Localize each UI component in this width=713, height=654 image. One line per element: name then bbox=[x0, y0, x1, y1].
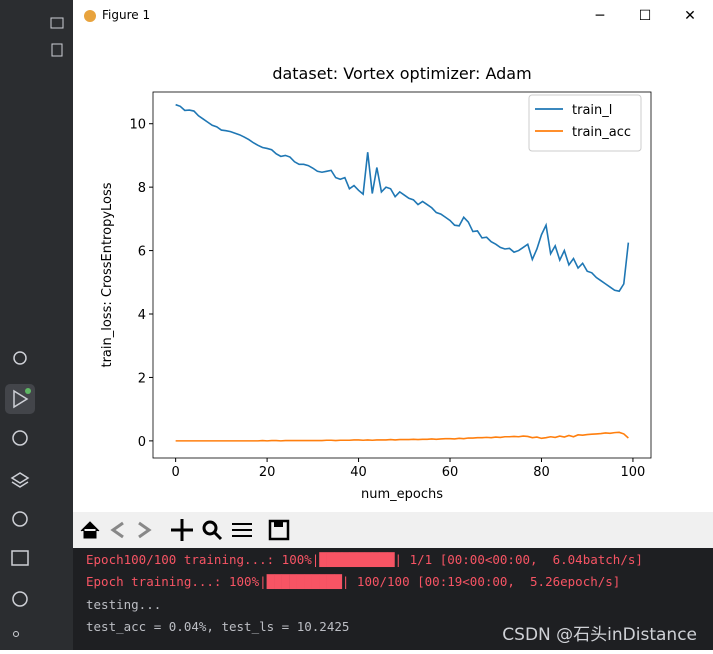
x-axis-label: num_epochs bbox=[361, 487, 443, 502]
y-tick-label: 0 bbox=[138, 435, 146, 450]
figure-toolbar bbox=[73, 512, 713, 548]
y-tick-label: 2 bbox=[138, 371, 146, 386]
problems-icon[interactable] bbox=[12, 591, 28, 607]
configure-button[interactable] bbox=[229, 517, 255, 543]
save-button[interactable] bbox=[266, 517, 292, 543]
x-tick-label: 80 bbox=[533, 465, 550, 480]
close-button[interactable]: ✕ bbox=[684, 8, 696, 24]
series-line bbox=[175, 431, 629, 442]
sidebar-icons bbox=[5, 351, 35, 637]
figure-window: Figure 1 ─ ☐ ✕ dataset: Vortex optimizer… bbox=[73, 0, 713, 548]
x-tick-label: 100 bbox=[621, 465, 646, 480]
debug-icon[interactable] bbox=[13, 351, 27, 365]
console-line: Epoch100/100 training...: 100%|█████████… bbox=[86, 552, 643, 567]
axes-frame bbox=[152, 91, 652, 459]
series-line bbox=[175, 103, 630, 293]
watermark: CSDN @石头inDistance bbox=[502, 625, 697, 645]
run-toolbar bbox=[40, 0, 73, 650]
app-icon bbox=[84, 10, 96, 22]
maximize-button[interactable]: ☐ bbox=[638, 8, 652, 24]
console: Epoch100/100 training...: 100%|█████████… bbox=[73, 548, 713, 650]
git-icon[interactable] bbox=[13, 631, 19, 637]
terminal-icon[interactable] bbox=[11, 550, 29, 566]
console-line: Epoch training...: 100%|██████████| 100/… bbox=[86, 574, 621, 589]
pan-button[interactable] bbox=[169, 517, 195, 543]
forward-button[interactable] bbox=[131, 517, 157, 543]
y-tick-label: 6 bbox=[138, 245, 146, 260]
x-tick-label: 40 bbox=[350, 465, 367, 480]
console-line: test_acc = 0.04%, test_ls = 10.2425 bbox=[86, 619, 350, 634]
x-tick-label: 60 bbox=[442, 465, 459, 480]
title-bar: Figure 1 ─ ☐ ✕ bbox=[73, 0, 713, 32]
y-tick-label: 8 bbox=[138, 181, 146, 196]
run-icon[interactable] bbox=[13, 389, 29, 409]
legend-label: train_l bbox=[572, 103, 612, 118]
run-toolbar-icons bbox=[50, 17, 64, 57]
delete-icon[interactable] bbox=[51, 43, 63, 57]
zoom-button[interactable] bbox=[199, 517, 225, 543]
window-title: Figure 1 bbox=[102, 8, 151, 22]
print-icon[interactable] bbox=[50, 17, 64, 29]
layers-icon[interactable] bbox=[10, 472, 30, 488]
y-tick-label: 4 bbox=[138, 308, 146, 323]
run-status bbox=[25, 388, 31, 394]
services-icon[interactable] bbox=[12, 511, 28, 527]
tool-sidebar bbox=[0, 0, 40, 650]
x-tick-label: 0 bbox=[171, 465, 179, 480]
console-line: testing... bbox=[86, 597, 162, 612]
minimize-button[interactable]: ─ bbox=[595, 8, 605, 24]
chart-title: dataset: Vortex optimizer: Adam bbox=[272, 64, 531, 83]
python-icon[interactable] bbox=[12, 430, 28, 446]
run-button-bg bbox=[5, 384, 35, 414]
x-tick-label: 20 bbox=[259, 465, 276, 480]
home-button[interactable] bbox=[77, 517, 103, 543]
legend-label: train_acc bbox=[572, 125, 631, 140]
y-tick-label: 10 bbox=[129, 118, 146, 133]
back-button[interactable] bbox=[105, 517, 131, 543]
y-axis-label: train_loss: CrossEntropyLoss bbox=[100, 182, 115, 367]
